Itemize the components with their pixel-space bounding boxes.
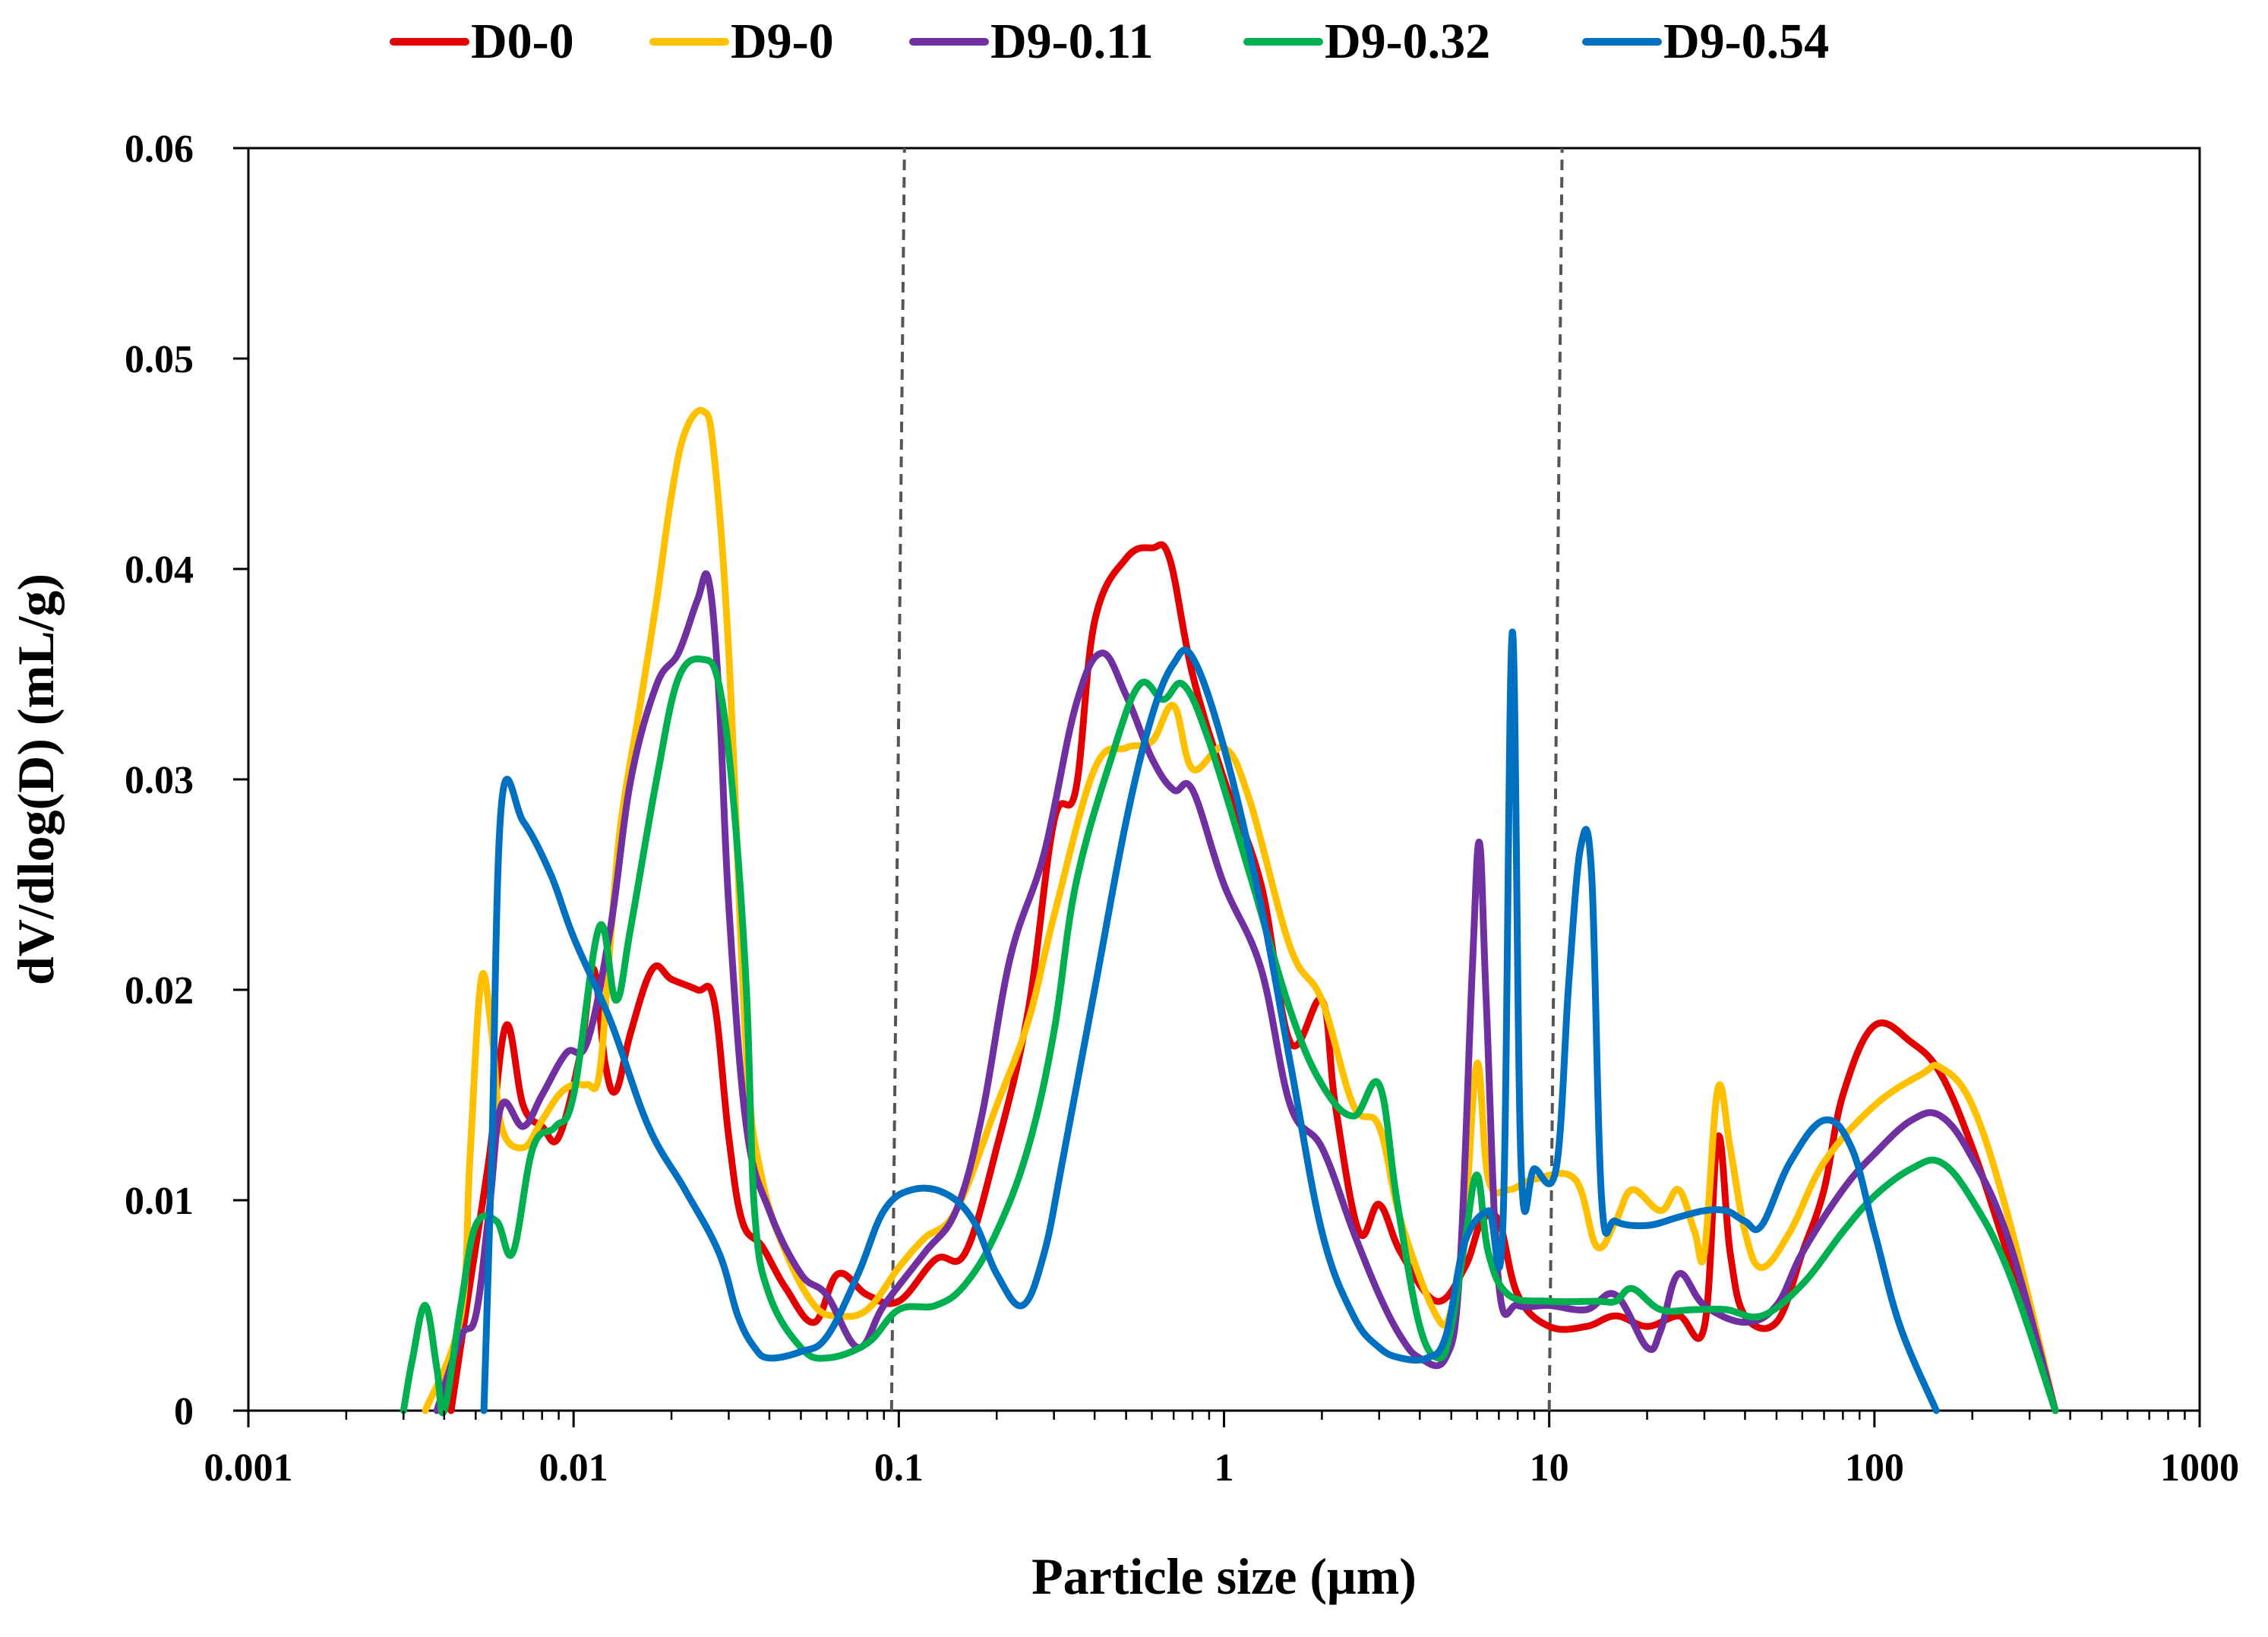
legend-label: D9-0.11 (990, 14, 1154, 69)
y-axis-label: dV/dlog(D) (mL/g) (7, 574, 65, 985)
legend-label: D9-0 (731, 14, 834, 69)
series-line-d9-0-54 (480, 628, 1940, 1414)
legend-item-d9-0: D9-0 (649, 14, 834, 69)
series-line-d0-0 (447, 541, 2059, 1414)
y-tick-label: 0.03 (125, 759, 194, 802)
series-line-d9-0 (422, 406, 2059, 1414)
legend-label: D9-0.54 (1663, 14, 1829, 69)
y-tick-label: 0.01 (125, 1180, 194, 1223)
legend-label: D9-0.32 (1325, 14, 1490, 69)
legend: D0-0 D9-0 D9-0.11 D9-0.32 D9-0.54 (390, 14, 1829, 69)
legend-item-d0-0: D0-0 (390, 14, 574, 69)
series-line-d9-0-11 (433, 570, 2059, 1414)
x-tick-label: 0.001 (204, 1446, 293, 1490)
legend-item-d9-0-11: D9-0.11 (909, 14, 1154, 69)
series-lines (400, 406, 2059, 1417)
legend-item-d9-0-54: D9-0.54 (1582, 14, 1829, 69)
x-tick-label: 0.01 (539, 1446, 608, 1490)
y-tick-label: 0.06 (125, 128, 194, 171)
y-tick-label: 0.05 (125, 338, 194, 381)
x-tick-label: 0.1 (874, 1446, 924, 1490)
legend-item-d9-0-32: D9-0.32 (1243, 14, 1490, 69)
y-tick-label: 0 (174, 1390, 194, 1433)
x-axis-label: Particle size (μm) (1031, 1547, 1417, 1605)
tick-marks (233, 147, 2201, 1427)
x-tick-label: 100 (1845, 1446, 1904, 1490)
x-tick-label: 10 (1530, 1446, 1569, 1490)
x-tick-label: 1000 (2160, 1446, 2239, 1490)
reference-line-2 (1547, 147, 1564, 1411)
tick-labels: 0.001 0.01 0.1 1 10 100 1000 0 0.01 0.02 0.03 0.04 0… (125, 128, 2239, 1490)
legend-label: D0-0 (471, 14, 574, 69)
series-line-d9-0-32 (400, 655, 2059, 1417)
x-tick-label: 1 (1215, 1446, 1234, 1490)
y-tick-label: 0.02 (125, 969, 194, 1013)
y-tick-label: 0.04 (125, 548, 194, 592)
reference-line-1 (889, 147, 906, 1411)
